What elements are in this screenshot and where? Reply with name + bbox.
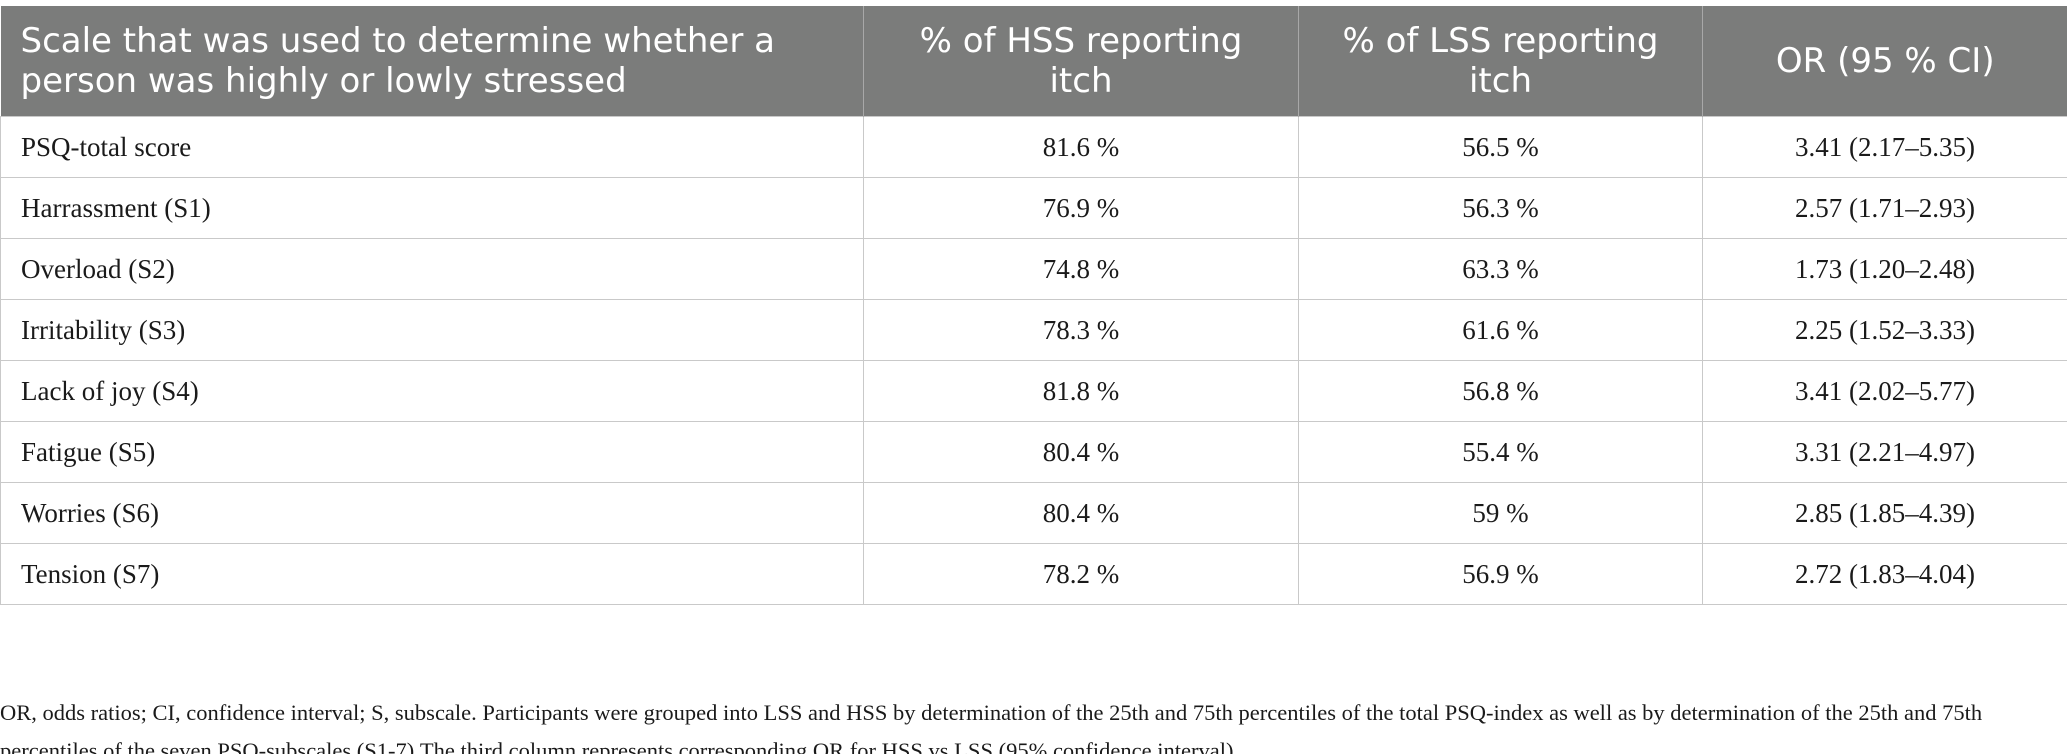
table-body: PSQ-total score 81.6 % 56.5 % 3.41 (2.17…: [0, 116, 2067, 605]
lss-itch-cell: 59 %: [1298, 482, 1703, 544]
header-lss-itch: % of LSS reporting itch: [1298, 6, 1703, 117]
odds-ratio-cell: 2.57 (1.71–2.93): [1702, 177, 2067, 239]
hss-itch-cell: 81.8 %: [863, 360, 1299, 422]
table-row: Overload (S2) 74.8 % 63.3 % 1.73 (1.20–2…: [0, 238, 2067, 300]
table-row: PSQ-total score 81.6 % 56.5 % 3.41 (2.17…: [0, 116, 2067, 178]
odds-ratio-cell: 2.25 (1.52–3.33): [1702, 299, 2067, 361]
hss-itch-cell: 74.8 %: [863, 238, 1299, 300]
table-row: Worries (S6) 80.4 % 59 % 2.85 (1.85–4.39…: [0, 482, 2067, 544]
lss-itch-cell: 63.3 %: [1298, 238, 1703, 300]
hss-itch-cell: 80.4 %: [863, 482, 1299, 544]
header-scale: Scale that was used to determine whether…: [0, 6, 864, 117]
table-row: Tension (S7) 78.2 % 56.9 % 2.72 (1.83–4.…: [0, 543, 2067, 605]
odds-ratio-cell: 1.73 (1.20–2.48): [1702, 238, 2067, 300]
header-odds-ratio: OR (95 % CI): [1702, 6, 2067, 117]
lss-itch-cell: 56.3 %: [1298, 177, 1703, 239]
scale-cell: Harrassment (S1): [0, 177, 864, 239]
scale-cell: Lack of joy (S4): [0, 360, 864, 422]
table-footnote: OR, odds ratios; CI, confidence interval…: [0, 699, 1983, 754]
odds-ratio-cell: 3.41 (2.17–5.35): [1702, 116, 2067, 178]
hss-itch-cell: 80.4 %: [863, 421, 1299, 483]
hss-itch-cell: 78.2 %: [863, 543, 1299, 605]
lss-itch-cell: 56.5 %: [1298, 116, 1703, 178]
lss-itch-cell: 56.8 %: [1298, 360, 1703, 422]
header-row: Scale that was used to determine whether…: [0, 6, 2067, 117]
scale-cell: PSQ-total score: [0, 116, 864, 178]
lss-itch-cell: 61.6 %: [1298, 299, 1703, 361]
results-table: Scale that was used to determine whether…: [0, 6, 2067, 605]
lss-itch-cell: 56.9 %: [1298, 543, 1703, 605]
scale-cell: Irritability (S3): [0, 299, 864, 361]
odds-ratio-cell: 2.85 (1.85–4.39): [1702, 482, 2067, 544]
lss-itch-cell: 55.4 %: [1298, 421, 1703, 483]
hss-itch-cell: 78.3 %: [863, 299, 1299, 361]
table-header: Scale that was used to determine whether…: [0, 6, 2067, 117]
hss-itch-cell: 76.9 %: [863, 177, 1299, 239]
odds-ratio-cell: 3.31 (2.21–4.97): [1702, 421, 2067, 483]
table-row: Lack of joy (S4) 81.8 % 56.8 % 3.41 (2.0…: [0, 360, 2067, 422]
table-row: Fatigue (S5) 80.4 % 55.4 % 3.31 (2.21–4.…: [0, 421, 2067, 483]
scale-cell: Worries (S6): [0, 482, 864, 544]
scale-cell: Fatigue (S5): [0, 421, 864, 483]
odds-ratio-cell: 2.72 (1.83–4.04): [1702, 543, 2067, 605]
header-hss-itch: % of HSS reporting itch: [863, 6, 1299, 117]
scale-cell: Tension (S7): [0, 543, 864, 605]
scale-cell: Overload (S2): [0, 238, 864, 300]
table-row: Harrassment (S1) 76.9 % 56.3 % 2.57 (1.7…: [0, 177, 2067, 239]
odds-ratio-cell: 3.41 (2.02–5.77): [1702, 360, 2067, 422]
hss-itch-cell: 81.6 %: [863, 116, 1299, 178]
table-row: Irritability (S3) 78.3 % 61.6 % 2.25 (1.…: [0, 299, 2067, 361]
